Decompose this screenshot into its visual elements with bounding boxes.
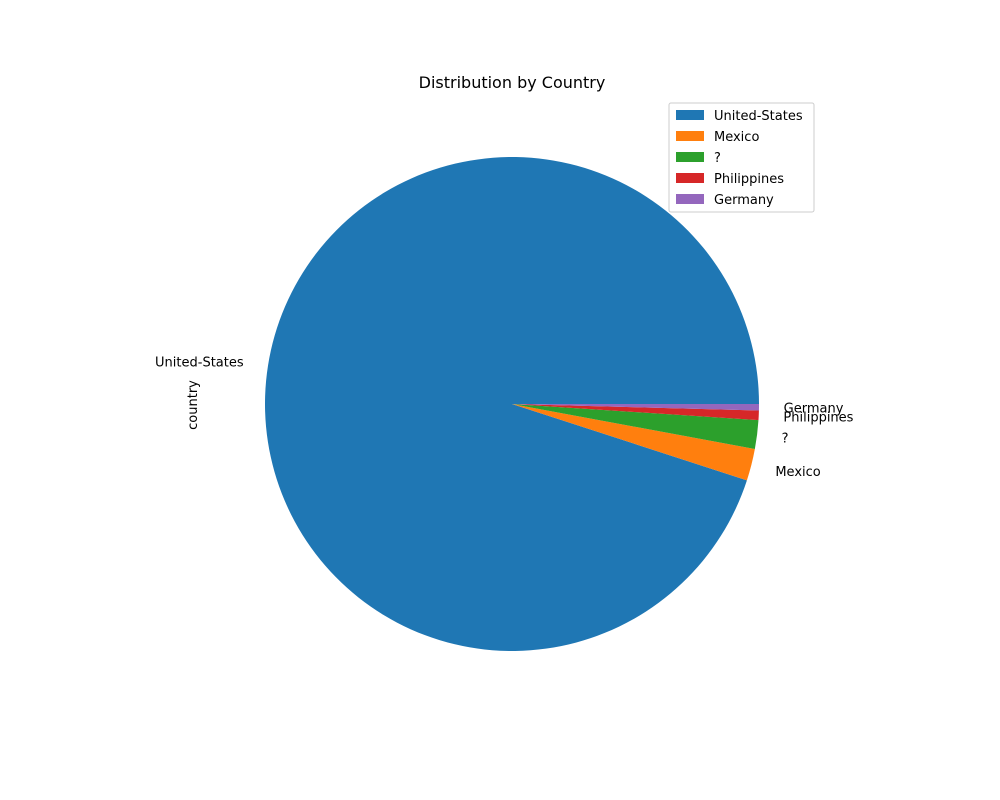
legend-swatch-4 xyxy=(676,194,704,204)
pie-slice-2 xyxy=(512,404,759,450)
pie-slices xyxy=(265,156,759,651)
pie-slice-label-0: United-States xyxy=(155,355,244,370)
pie-slice-0 xyxy=(265,156,759,651)
legend-label-4: Germany xyxy=(714,193,774,208)
legend-label-0: United-States xyxy=(714,109,803,124)
legend: United-States Mexico? Philippines Germany xyxy=(668,102,815,213)
pie-slice-label-1: Mexico xyxy=(775,465,820,480)
y-axis-label: country xyxy=(186,380,201,430)
pie-slice-label-2: ? xyxy=(782,432,789,447)
legend-swatch-3 xyxy=(676,173,704,183)
legend-frame xyxy=(668,102,815,213)
pie-slice-label-3: Philippines xyxy=(783,410,853,425)
legend-label-2: ? xyxy=(714,151,721,166)
pie-slice-4 xyxy=(512,404,759,411)
legend-label-1: Mexico xyxy=(714,130,759,145)
pie-slice-3 xyxy=(512,404,759,421)
legend-label-3: Philippines xyxy=(714,172,784,187)
legend-swatch-0 xyxy=(676,110,704,120)
legend-swatch-2 xyxy=(676,152,704,162)
pie-slice-label-4: Germany xyxy=(784,402,844,417)
legend-swatch-1 xyxy=(676,131,704,141)
pie-slice-1 xyxy=(512,404,755,481)
chart-title: Distribution by Country xyxy=(419,73,606,92)
